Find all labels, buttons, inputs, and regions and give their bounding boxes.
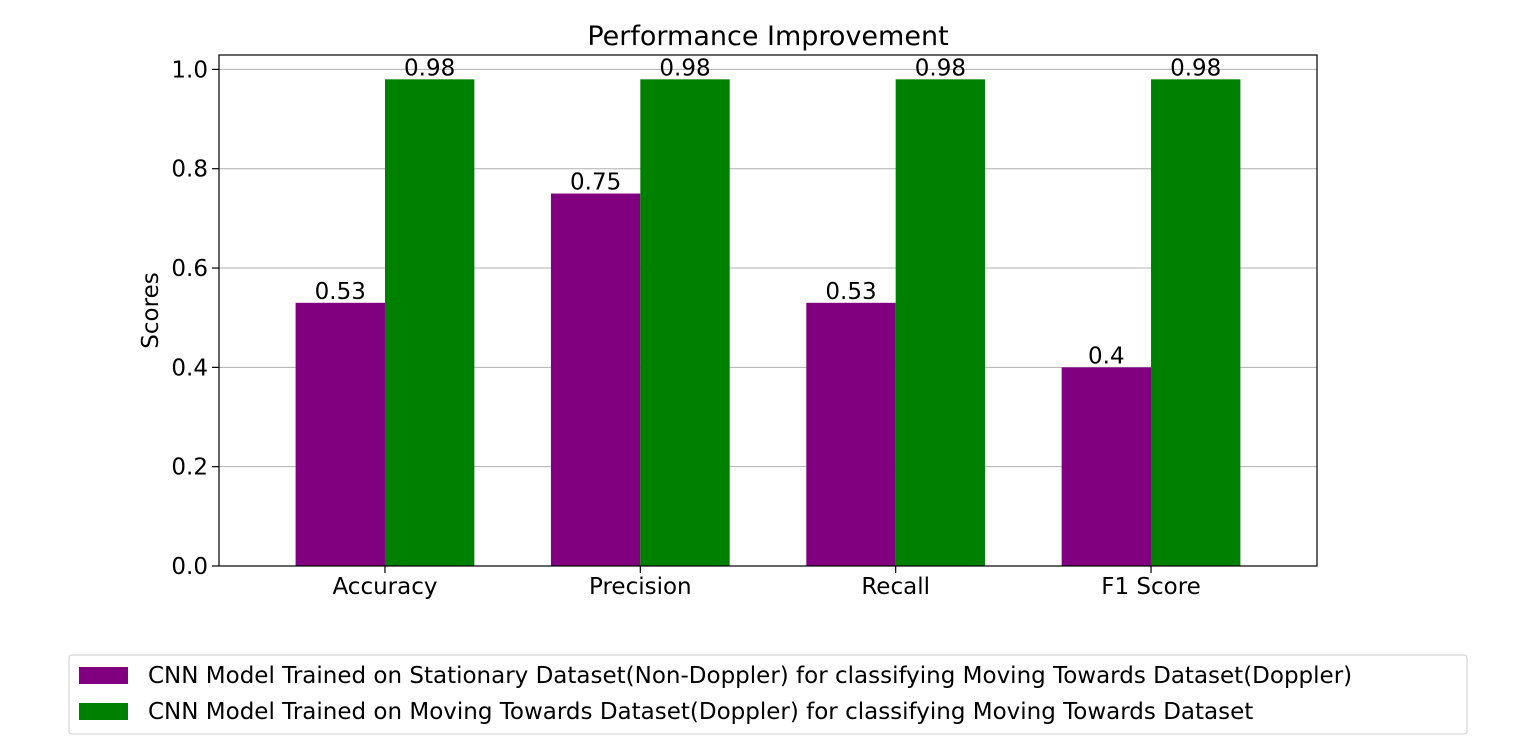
bar bbox=[1061, 367, 1152, 566]
bar bbox=[384, 79, 475, 566]
data-labels: 0.53 0.75 0.53 0.4 0.98 0.98 0.98 0.98 bbox=[315, 55, 1222, 369]
plot-frame bbox=[218, 54, 1318, 567]
data-label: 0.53 bbox=[825, 279, 876, 305]
data-label: 0.75 bbox=[570, 170, 621, 196]
y-axis-label: Scores bbox=[138, 272, 164, 348]
y-tick-label: 0.6 bbox=[171, 256, 208, 282]
legend-swatch bbox=[79, 667, 128, 684]
data-label: 0.98 bbox=[1170, 55, 1221, 81]
bar bbox=[640, 79, 730, 566]
y-tick-label: 0.4 bbox=[171, 355, 208, 381]
x-tick-label: Accuracy bbox=[332, 574, 437, 600]
x-tick-label: Precision bbox=[589, 574, 692, 600]
bar bbox=[550, 193, 641, 566]
data-label: 0.53 bbox=[315, 279, 366, 305]
data-label: 0.98 bbox=[915, 55, 966, 81]
data-label: 0.4 bbox=[1088, 343, 1125, 369]
y-tick-label: 0.2 bbox=[171, 455, 208, 481]
legend-entry: CNN Model Trained on Moving Towards Data… bbox=[148, 699, 1253, 725]
y-tick-label: 1.0 bbox=[171, 57, 208, 83]
legend-entry: CNN Model Trained on Stationary Dataset(… bbox=[148, 663, 1352, 689]
axis-ticks: 0.0 0.2 0.4 0.6 0.8 1.0 Accuracy Precision Recal… bbox=[171, 57, 1200, 600]
x-tick-label: Recall bbox=[861, 574, 930, 600]
legend: CNN Model Trained on Stationary Dataset(… bbox=[68, 654, 1468, 735]
bar bbox=[806, 302, 896, 566]
y-tick-label: 0.0 bbox=[171, 554, 208, 580]
bar bbox=[295, 302, 385, 566]
y-tick-label: 0.8 bbox=[171, 157, 208, 183]
data-label: 0.98 bbox=[659, 55, 710, 81]
chart-title: Performance Improvement bbox=[587, 21, 948, 52]
bar bbox=[895, 79, 986, 566]
legend-box bbox=[68, 654, 1468, 735]
data-label: 0.98 bbox=[404, 55, 455, 81]
legend-swatch bbox=[79, 703, 128, 720]
x-tick-label: F1 Score bbox=[1101, 574, 1201, 600]
bars bbox=[295, 79, 1241, 566]
bar bbox=[1151, 79, 1241, 566]
